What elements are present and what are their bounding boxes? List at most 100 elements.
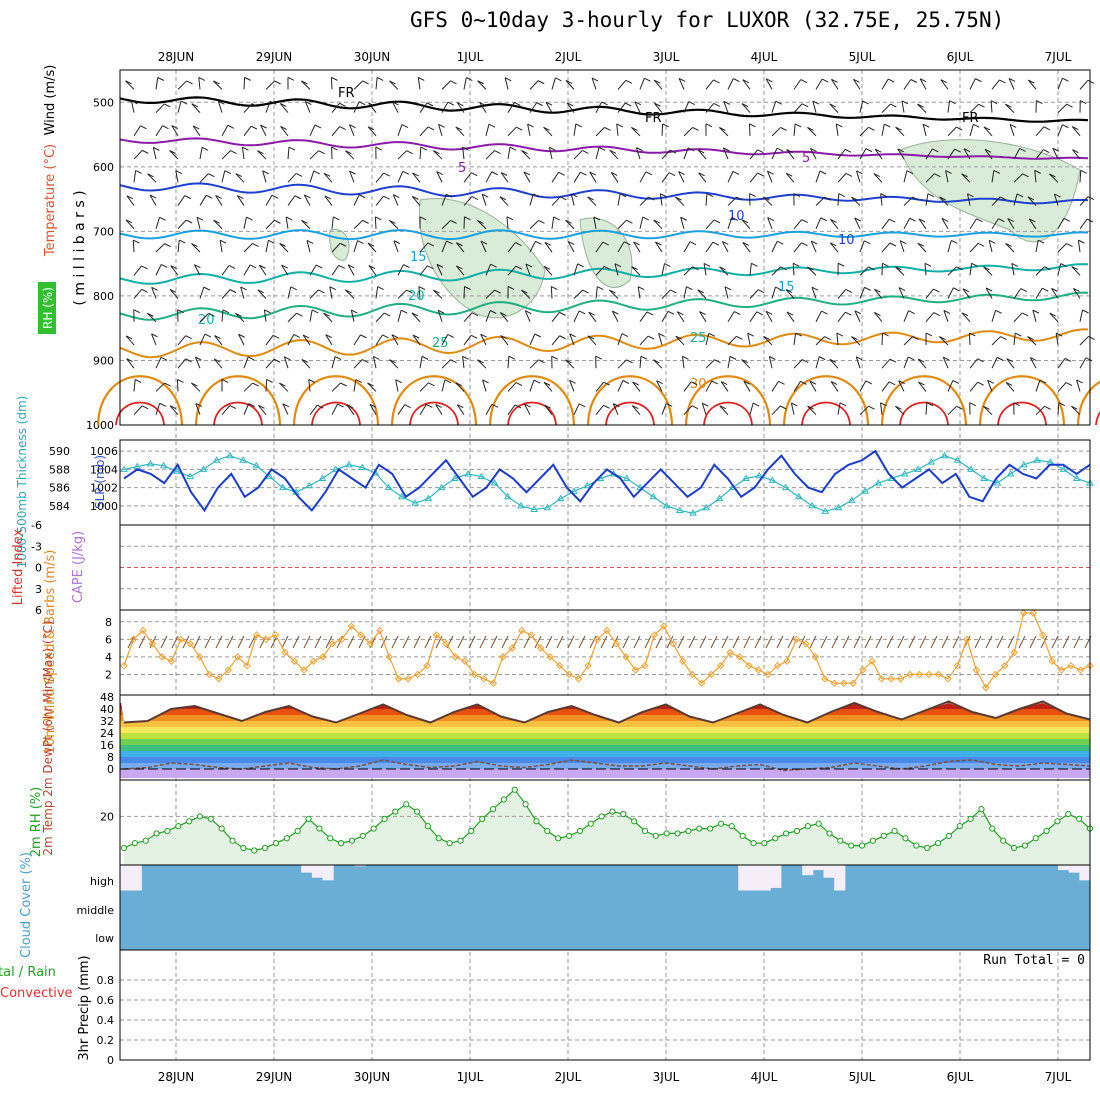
wind-barb — [639, 171, 647, 183]
wind-barb — [331, 265, 340, 276]
wind-barb-flag — [1043, 126, 1051, 131]
wind-barb-flag — [678, 77, 686, 82]
wind-speed-point — [338, 635, 346, 644]
wind-barb-flag — [926, 402, 934, 407]
wind-barb-flag — [749, 123, 756, 128]
upper-panel-frame — [119, 69, 1091, 426]
wind-barb — [133, 150, 143, 160]
thickness-point — [437, 483, 446, 491]
wind-barb — [126, 358, 135, 369]
wind-speed-point — [849, 679, 857, 687]
wind-barb-flag — [1011, 263, 1019, 267]
isotherm-dome — [782, 375, 870, 426]
wind-barb-flag — [457, 404, 464, 409]
wind-barb-flag — [614, 263, 622, 268]
wind-barb-flag — [389, 80, 396, 85]
wind-barb-flag — [433, 150, 440, 155]
wind-barb-flag — [401, 309, 408, 314]
wind-barb-flag — [956, 405, 963, 410]
wind-barb-flag — [767, 170, 774, 175]
wind-barb — [419, 382, 429, 392]
wind-barb — [177, 100, 182, 113]
wind-barb — [793, 381, 801, 392]
rh2m-point — [652, 832, 659, 839]
wind-barb — [349, 170, 355, 183]
wind-barb — [309, 124, 316, 137]
wind-barb-flag — [515, 242, 522, 246]
thickness-point — [874, 479, 883, 486]
wind-speed-point — [868, 657, 876, 665]
wind-barb-flag — [516, 126, 523, 131]
wind-barb — [397, 289, 407, 299]
wind-barb — [859, 126, 869, 137]
wind-barb-flag — [777, 240, 784, 245]
wind-barb — [455, 382, 465, 392]
wind-speed-point — [290, 657, 299, 665]
wind-barb — [991, 310, 997, 322]
wind-barb — [903, 336, 913, 346]
wind-barb — [397, 264, 404, 276]
surface-wind-barb — [655, 635, 663, 649]
wind-barb-flag — [195, 356, 202, 361]
rh2m-point — [750, 840, 757, 847]
wind-barb — [199, 173, 209, 183]
wind-barb — [595, 381, 605, 392]
isotherm-label: 10 — [728, 209, 745, 224]
wind-barb-flag — [569, 333, 576, 338]
wind-barb-flag — [908, 310, 915, 315]
wind-barb — [1079, 196, 1089, 206]
wind-speed-point — [148, 640, 157, 648]
precip-tick-label: 0.2 — [97, 1034, 115, 1047]
wind-barb-flag — [490, 310, 497, 314]
thickness-point — [1006, 469, 1015, 477]
isotherm-dome — [96, 375, 184, 426]
wind-speed-point — [139, 626, 147, 635]
date-label-bottom: 28JUN — [158, 1070, 195, 1084]
rh2m-point — [924, 844, 931, 852]
wind-speed-point — [735, 653, 744, 661]
wind-barb-flag — [126, 358, 133, 363]
wind-speed-point — [205, 670, 213, 679]
wind-barb-flag — [963, 148, 971, 153]
lifted-tick-label: 6 — [35, 604, 42, 617]
wind-barb-flag — [654, 79, 661, 84]
wind-barb — [349, 124, 355, 137]
wind-barb — [527, 123, 531, 136]
thickness-point — [345, 460, 353, 468]
wind-barb-flag — [675, 335, 682, 340]
wind-barb-flag — [377, 286, 384, 291]
wind-barb — [639, 78, 645, 90]
wind-barb-flag — [578, 310, 586, 315]
wind-barb-flag — [1087, 79, 1095, 84]
surface-wind-barb — [710, 635, 718, 649]
wind-barb-flag — [756, 311, 763, 316]
wind-barb — [634, 101, 641, 113]
wind-barb-flag — [632, 381, 639, 386]
wind-barb — [368, 265, 377, 276]
wind-barb-flag — [368, 102, 375, 107]
wind-barb-flag — [807, 126, 814, 131]
rh2m-point — [663, 830, 670, 837]
wind-barb-flag — [907, 356, 915, 361]
wind-speed-point — [669, 640, 678, 648]
wind-barb-flag — [918, 218, 926, 223]
thickness-point — [318, 474, 327, 481]
wind-barb-flag — [646, 311, 654, 316]
wind-barb — [611, 310, 619, 322]
date-label-top: 1JUL — [457, 50, 484, 64]
wind-barb — [331, 242, 341, 253]
wind-barb-flag — [543, 126, 550, 131]
rh2m-point — [826, 830, 833, 837]
wind-barb — [589, 171, 597, 183]
wind-barb — [391, 334, 399, 346]
surface-wind-barb — [765, 635, 773, 649]
wind-barb-flag — [711, 380, 719, 385]
wind-barb — [1009, 124, 1015, 136]
wind-barb — [593, 216, 597, 229]
wind-barb-flag — [698, 172, 705, 177]
isotherm-dome — [390, 375, 478, 426]
wind-barb — [436, 171, 443, 183]
wind-barb-flag — [865, 148, 873, 153]
wind-tick-label: 4 — [105, 651, 112, 664]
wind-barb-flag — [953, 287, 960, 292]
